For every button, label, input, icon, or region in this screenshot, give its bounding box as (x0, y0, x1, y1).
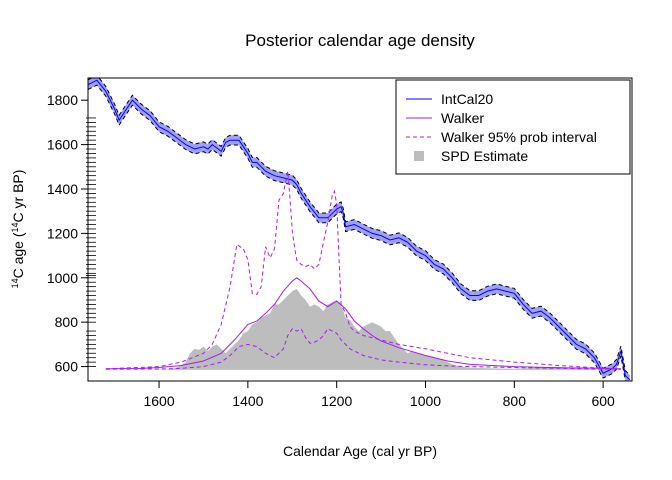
x-tick-label: 1600 (143, 393, 174, 409)
legend-box (395, 79, 631, 175)
legend-label-intcal: IntCal20 (441, 91, 493, 107)
x-tick-label: 1200 (321, 393, 352, 409)
y-axis-label-suffix: C yr BP) (10, 170, 26, 223)
y-tick-label: 1600 (47, 137, 78, 153)
x-tick-label: 1000 (410, 393, 441, 409)
legend-label-spd: SPD Estimate (441, 148, 528, 164)
legend-key-spd (414, 151, 424, 161)
x-tick-label: 600 (591, 393, 615, 409)
walker-lower-interval-line (105, 328, 621, 370)
y-axis-label-sup1: 14 (10, 278, 20, 288)
legend: IntCal20 Walker Walker 95% prob interval… (395, 79, 631, 175)
y-tick-label: 1800 (47, 92, 78, 108)
chart-title: Posterior calendar age density (245, 31, 475, 50)
y-tick-label: 1000 (47, 270, 78, 286)
intcal-line (88, 79, 631, 381)
y-axis-label: 14C age (14C yr BP) (10, 170, 26, 289)
x-tick-label: 800 (503, 393, 527, 409)
intcal-band (88, 78, 630, 381)
plot-frame (87, 77, 633, 382)
legend-label-walker-interval: Walker 95% prob interval (441, 129, 597, 145)
y-tick-label: 1400 (47, 181, 78, 197)
plot-area (88, 78, 631, 381)
walker-upper-interval-line (105, 171, 621, 370)
plot-content (88, 78, 631, 381)
intcal-lower-bound (88, 84, 627, 381)
axes: 1600 1400 1200 1000 800 600 600 800 1000 1200 1400… (47, 77, 633, 409)
y-axis-label-sup2: 14 (10, 222, 20, 232)
x-axis-label: Calendar Age (cal yr BP) (283, 443, 437, 459)
x-tick-label: 1400 (232, 393, 263, 409)
legend-label-walker: Walker (441, 110, 484, 126)
y-axis-label-mid: C age ( (10, 232, 26, 278)
y-tick-label: 600 (55, 359, 79, 375)
y-tick-label: 800 (55, 314, 79, 330)
y-tick-label: 1200 (47, 225, 78, 241)
walker-line (105, 277, 621, 370)
intcal-upper-bound (88, 78, 631, 376)
